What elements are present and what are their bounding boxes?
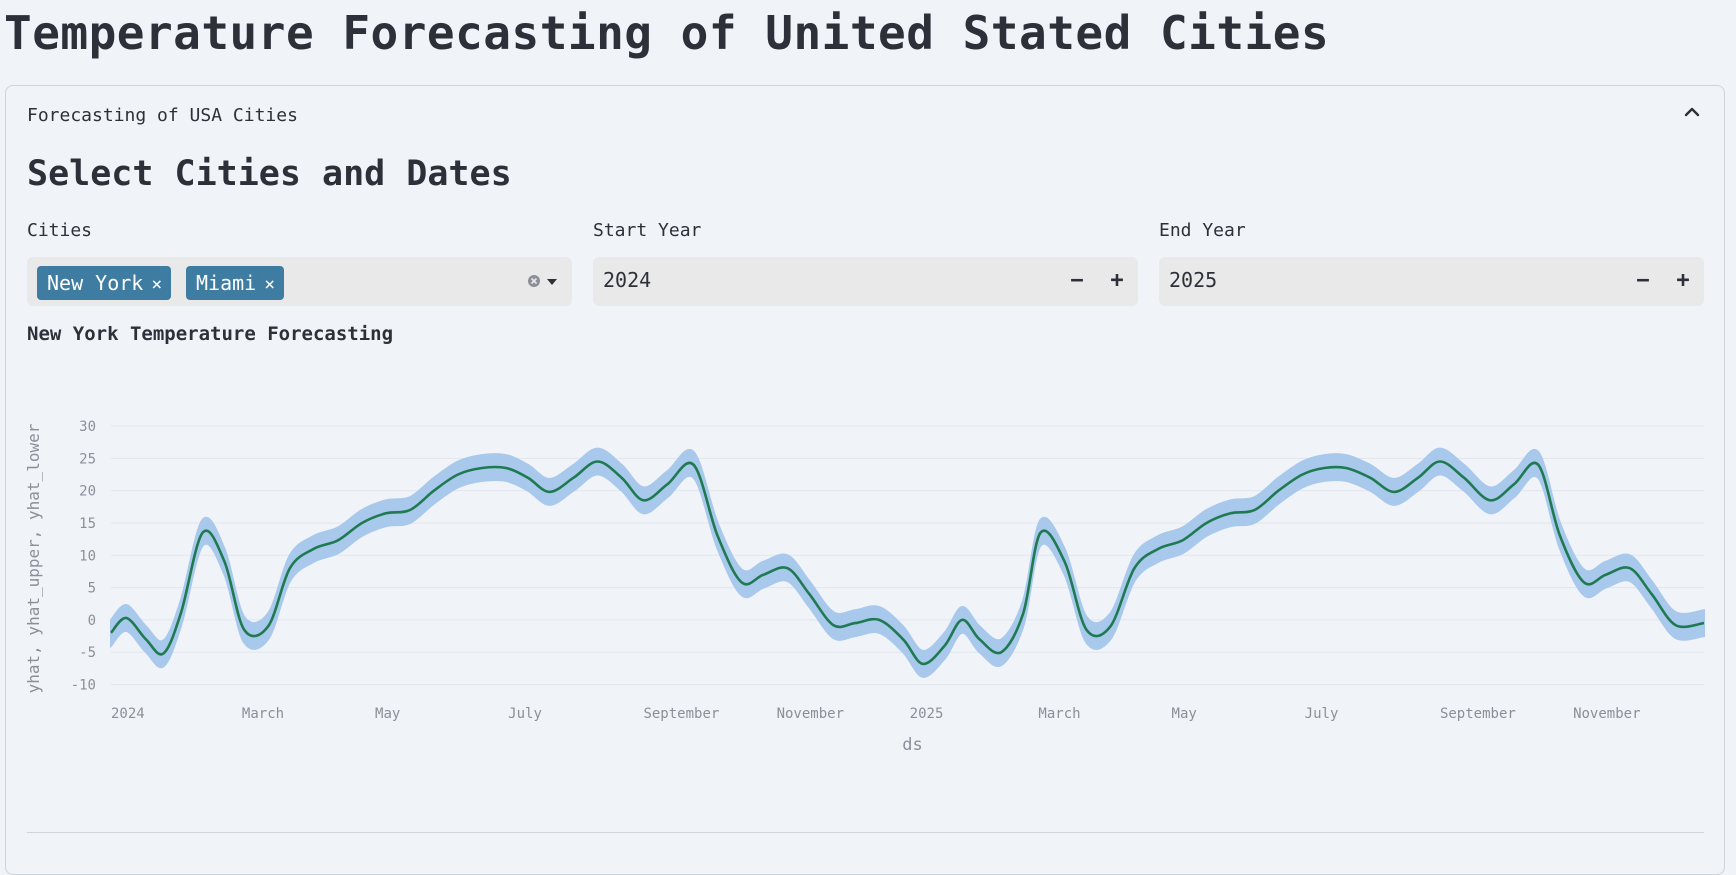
page-title: Temperature Forecasting of United Stated… (4, 6, 1330, 60)
chip-label: Miami (196, 271, 257, 295)
x-tick-label: November (777, 706, 844, 722)
y-tick-label: 25 (79, 451, 96, 467)
y-tick-label: 5 (88, 581, 96, 597)
y-axis-title: yhat, yhat_upper, yhat_lower (24, 423, 43, 693)
x-tick-label: September (643, 706, 719, 722)
x-tick-label: July (1305, 706, 1339, 722)
section-heading: Select Cities and Dates (27, 154, 512, 194)
x-tick-label: November (1573, 706, 1640, 722)
end-year-label: End Year (1159, 220, 1246, 241)
x-tick-label: September (1440, 706, 1516, 722)
y-tick-label: -5 (79, 645, 96, 661)
expander-label: Forecasting of USA Cities (27, 105, 298, 126)
forecast-expander: Forecasting of USA Cities Select Cities … (5, 85, 1725, 875)
y-tick-label: 15 (79, 516, 96, 532)
chart-title: New York Temperature Forecasting (27, 323, 394, 345)
chevron-up-icon[interactable] (1682, 102, 1702, 122)
start-year-value[interactable]: 2024 (603, 268, 652, 292)
divider (27, 832, 1704, 833)
cities-label: Cities (27, 220, 93, 241)
y-tick-label: -10 (71, 678, 96, 694)
end-year-value[interactable]: 2025 (1169, 268, 1218, 292)
caret-down-icon[interactable] (546, 277, 558, 287)
end-year-increment-button[interactable]: + (1676, 268, 1690, 293)
chip-remove-icon[interactable]: × (151, 274, 163, 295)
start-year-decrement-button[interactable]: − (1070, 268, 1084, 293)
y-tick-label: 0 (88, 613, 96, 629)
start-year-increment-button[interactable]: + (1110, 268, 1124, 293)
end-year-decrement-button[interactable]: − (1636, 268, 1650, 293)
x-tick-label: 2025 (910, 706, 944, 722)
start-year-label: Start Year (593, 220, 702, 241)
x-tick-label: July (508, 706, 542, 722)
x-tick-label: 2024 (111, 706, 145, 722)
x-tick-label: May (375, 706, 400, 722)
chip-miami: Miami × (186, 266, 285, 300)
x-tick-label: March (242, 706, 284, 722)
clear-circle-icon[interactable] (527, 274, 541, 288)
x-tick-label: March (1038, 706, 1080, 722)
expander-header[interactable]: Forecasting of USA Cities (6, 86, 1724, 142)
y-tick-label: 30 (79, 419, 96, 435)
series-line-yhat (110, 460, 1705, 666)
cities-multiselect[interactable]: New York × Miami × (27, 257, 572, 306)
y-tick-label: 10 (79, 548, 96, 564)
x-axis-title: ds (902, 735, 922, 755)
uncertainty-band (110, 447, 1705, 678)
chip-new-york: New York × (37, 266, 172, 300)
chip-remove-icon[interactable]: × (264, 274, 276, 295)
end-year-input[interactable]: 2025 − + (1159, 257, 1704, 306)
chip-label: New York (47, 271, 144, 295)
y-tick-label: 20 (79, 484, 96, 500)
x-tick-label: May (1172, 706, 1197, 722)
start-year-input[interactable]: 2024 − + (593, 257, 1138, 306)
